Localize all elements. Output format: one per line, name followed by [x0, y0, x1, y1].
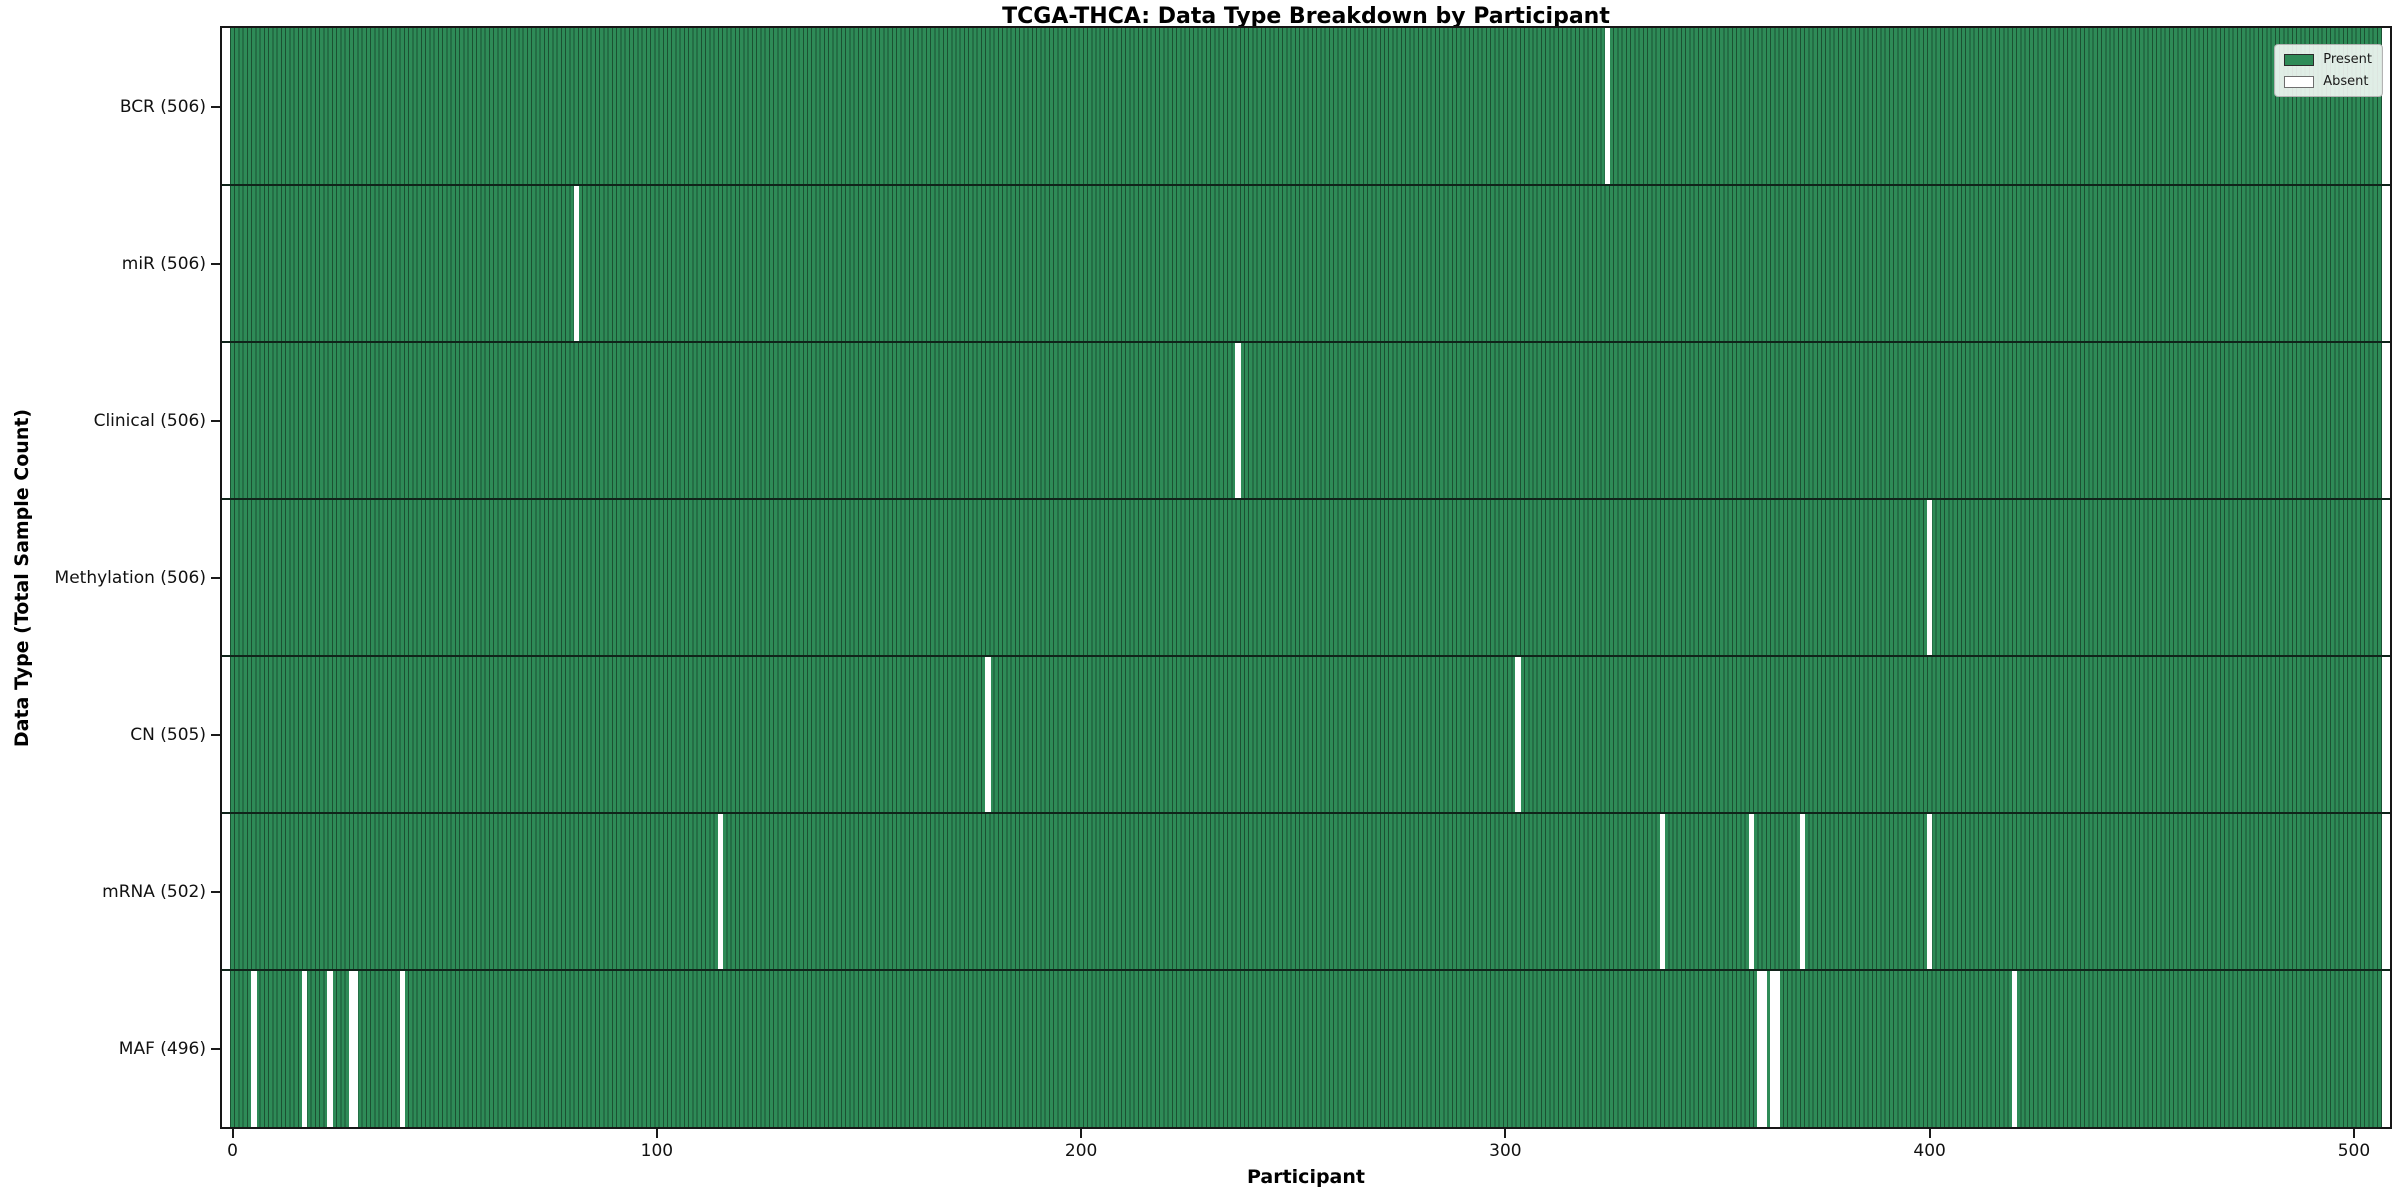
absent-gap	[1235, 342, 1241, 499]
absent-gap	[1799, 813, 1806, 970]
x-tick	[655, 1129, 658, 1138]
x-tick	[2352, 1129, 2355, 1138]
y-tick	[211, 105, 220, 108]
present-band-mRNA	[230, 813, 2382, 970]
x-tick	[1928, 1129, 1931, 1138]
x-tick-label: 300	[1489, 1141, 1522, 1161]
row-label-Methylation: Methylation (506)	[54, 567, 206, 588]
absent-gap	[251, 970, 257, 1127]
row-separator	[222, 655, 2390, 657]
present-band-miR	[230, 185, 2382, 342]
row-label-miR: miR (506)	[121, 253, 206, 274]
row-separator	[222, 498, 2390, 500]
absent-gap	[1774, 970, 1780, 1127]
x-tick-label: 100	[640, 1141, 674, 1161]
row-separator	[222, 341, 2390, 343]
absent-gap	[1757, 970, 1763, 1127]
legend-item-absent: Absent	[2284, 74, 2372, 89]
absent-gap	[352, 970, 359, 1127]
y-tick	[211, 262, 220, 265]
row-label-MAF: MAF (496)	[118, 1038, 206, 1059]
x-tick-label: 400	[1913, 1141, 1946, 1161]
present-band-Clinical	[230, 342, 2382, 499]
y-tick	[211, 576, 220, 579]
absent-gap	[1769, 970, 1776, 1127]
legend-present-swatch	[2284, 53, 2315, 66]
y-tick	[211, 890, 220, 893]
absent-gap	[1748, 813, 1755, 970]
absent-gap	[1515, 656, 1521, 813]
absent-gap	[1604, 28, 1610, 185]
absent-gap	[302, 970, 308, 1127]
absent-gap	[717, 813, 724, 970]
x-tick	[231, 1129, 234, 1138]
row-label-CN: CN (505)	[130, 724, 206, 745]
absent-gap	[1761, 970, 1767, 1127]
y-tick	[211, 733, 220, 736]
row-label-Clinical: Clinical (506)	[93, 410, 206, 431]
x-tick-label: 500	[2337, 1141, 2371, 1161]
legend-present-label: Present	[2323, 52, 2372, 67]
present-band-CN	[230, 656, 2382, 813]
y-tick	[211, 419, 220, 422]
x-tick-label: 0	[227, 1141, 239, 1161]
present-band-BCR	[230, 28, 2382, 185]
row-separator	[222, 812, 2390, 814]
legend-item-present: Present	[2284, 52, 2372, 67]
row-separator	[222, 969, 2390, 971]
absent-gap	[1659, 813, 1666, 970]
absent-gap	[985, 656, 991, 813]
absent-gap	[2011, 970, 2018, 1127]
y-axis-title: Data Type (Total Sample Count)	[11, 408, 33, 748]
row-label-BCR: BCR (506)	[119, 96, 206, 117]
absent-gap	[1926, 499, 1933, 656]
absent-gap	[327, 970, 333, 1127]
legend-absent-swatch	[2284, 75, 2315, 88]
y-tick	[211, 1047, 220, 1050]
legend-absent-label: Absent	[2323, 74, 2369, 89]
x-tick-label: 200	[1064, 1141, 1098, 1161]
row-separator	[222, 184, 2390, 186]
x-axis-title: Participant	[1246, 1166, 1365, 1188]
x-tick	[1080, 1129, 1083, 1138]
x-tick	[1504, 1129, 1507, 1138]
legend: Present Absent	[2274, 44, 2383, 97]
present-band-Methylation	[230, 499, 2382, 656]
plot-area: Present Absent	[220, 26, 2392, 1129]
absent-gap	[1926, 813, 1933, 970]
absent-gap	[399, 970, 406, 1127]
present-band-MAF	[230, 970, 2382, 1127]
absent-gap	[573, 185, 579, 342]
chart-title: TCGA-THCA: Data Type Breakdown by Partic…	[1002, 4, 1610, 29]
absent-gap	[348, 970, 355, 1127]
row-label-mRNA: mRNA (502)	[102, 881, 206, 902]
